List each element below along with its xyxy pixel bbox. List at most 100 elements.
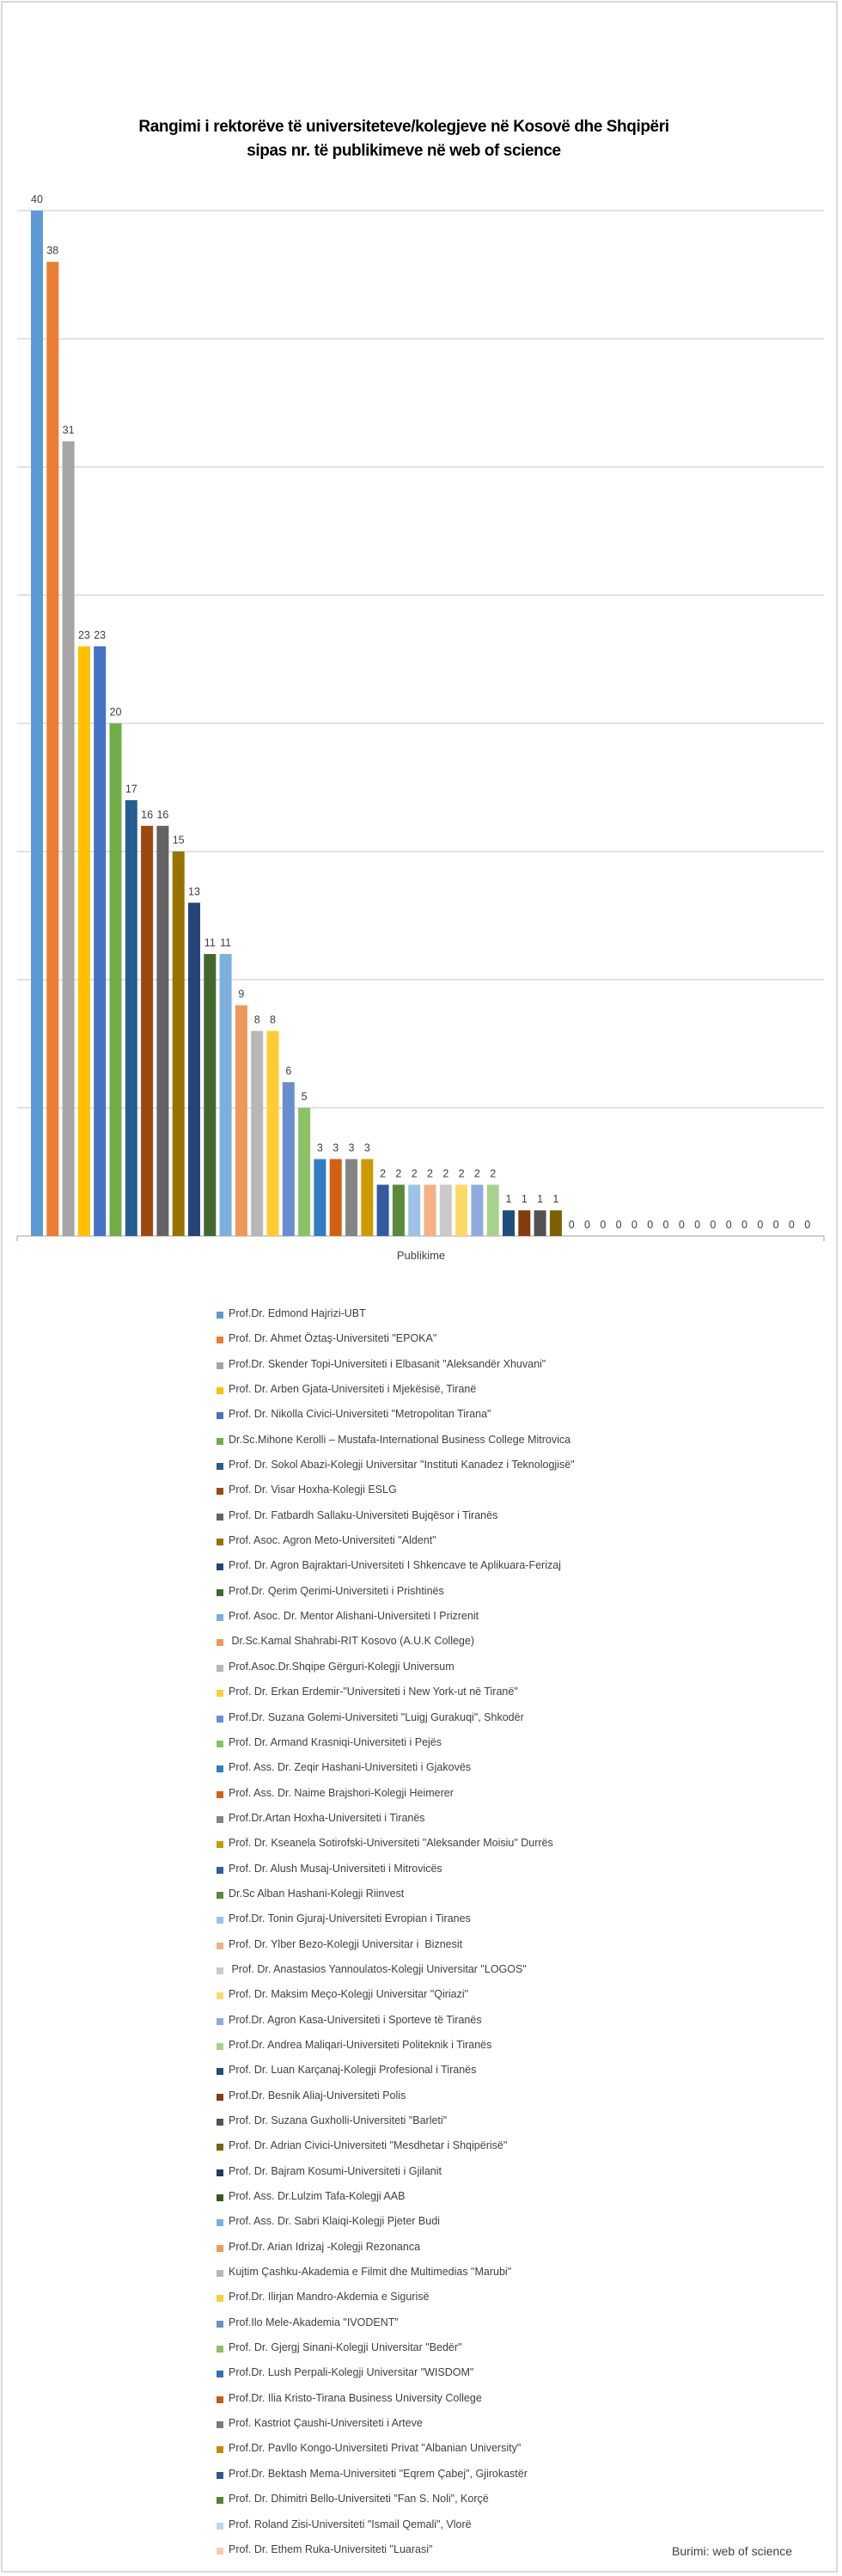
legend-item: Prof. Dr. Armand Krasniqi-Universiteti i… [217, 1736, 575, 1761]
bar [439, 1184, 452, 1236]
legend-item: Prof. Dr. Visar Hoxha-Kolegji ESLG [217, 1484, 575, 1508]
legend-label: Prof. Dr. Dhimitri Bello-Universiteti "F… [229, 2493, 489, 2506]
data-label: 20 [110, 707, 122, 719]
legend-label: Prof.Dr. Edmond Hajrizi-UBT [229, 1307, 366, 1319]
bar [376, 1184, 389, 1236]
bar [471, 1184, 484, 1236]
legend-swatch [217, 2042, 223, 2050]
data-label: 3 [364, 1142, 370, 1154]
legend-label: Prof.Dr. Lush Perpali-Kolegji Universita… [229, 2366, 474, 2379]
data-label: 0 [616, 1219, 622, 1231]
bar [172, 851, 185, 1236]
legend-label: Prof. Dr. Maksim Meço-Kolegji Universita… [229, 1988, 469, 2001]
legend-swatch [217, 1992, 223, 2000]
legend-label: Prof. Dr. Suzana Guxholli-Universiteti "… [229, 2114, 448, 2126]
data-label: 3 [317, 1142, 323, 1154]
legend-item: Prof. Dr. Maksim Meço-Kolegji Universita… [217, 1988, 575, 2013]
legend-swatch [217, 1715, 223, 1722]
legend-swatch [217, 1639, 223, 1647]
source-note: Burimi: web of science [672, 2544, 793, 2558]
bar [31, 211, 43, 1236]
legend-swatch [217, 2446, 223, 2454]
legend-item: Prof. Dr. Sokol Abazi-Kolegji Universita… [217, 1459, 575, 1484]
legend-swatch [217, 2395, 223, 2403]
data-label: 38 [46, 245, 58, 257]
data-label: 23 [78, 629, 90, 641]
legend-swatch [217, 2194, 223, 2202]
data-label: 2 [442, 1167, 448, 1179]
legend-swatch [217, 1815, 223, 1823]
legend-item: Prof.Dr. Andrea Maliqari-Universiteti Po… [217, 2039, 575, 2064]
legend-item: Prof. Asoc. Agron Meto-Universiteti "Ald… [217, 1534, 575, 1559]
legend-item: Prof. Dr. Fatbardh Sallaku-Universiteti … [217, 1509, 575, 1534]
legend-swatch [217, 2547, 223, 2555]
legend-label: Prof. Dr. Ethem Ruka-Universiteti "Luara… [229, 2542, 433, 2555]
data-label: 11 [220, 937, 231, 949]
legend-item: Prof. Dr. Agron Bajraktari-Universiteti … [217, 1559, 575, 1584]
legend-item: Prof. Kastriot Çaushi-Universiteti i Art… [217, 2417, 575, 2442]
data-label: 13 [188, 885, 200, 897]
bar [77, 646, 90, 1236]
legend-label: Prof.Dr. Arian Idrizaj -Kolegji Rezonanc… [229, 2240, 421, 2253]
legend-item: Prof. Dr. Luan Karçanaj-Kolegji Profesio… [217, 2064, 575, 2089]
data-label: 1 [552, 1193, 558, 1205]
data-label: 0 [569, 1219, 575, 1231]
data-label: 2 [490, 1167, 496, 1179]
legend-item: Prof.Dr. Ilirjan Mandro-Akdemia e Siguri… [217, 2291, 575, 2316]
legend-label: Prof. Ass. Dr. Naime Brajshori-Kolegji H… [229, 1786, 454, 1799]
data-label: 0 [694, 1219, 700, 1231]
data-label: 9 [238, 988, 244, 1000]
legend-label: Prof.Dr. Tonin Gjuraj-Universiteti Evrop… [229, 1912, 471, 1925]
legend-label: Prof.Dr. Besnik Aliaj-Universiteti Polis [229, 2089, 406, 2102]
data-label: 16 [141, 809, 153, 821]
legend-item: Prof. Ass. Dr. Zeqir Hashani-Universitet… [217, 1761, 575, 1786]
legend-swatch [217, 1412, 223, 1420]
legend-item: Prof.Dr. Suzana Golemi-Universiteti "Lui… [217, 1711, 575, 1736]
legend-swatch [217, 2244, 223, 2252]
bar [125, 799, 137, 1236]
legend-item: Prof.Dr.Artan Hoxha-Universiteti i Tiran… [217, 1812, 575, 1837]
legend-item: Prof. Dr. Alush Musaj-Universiteti i Mit… [217, 1863, 575, 1888]
legend-swatch [217, 2295, 223, 2303]
bar [298, 1107, 311, 1236]
legend-label: Prof.Dr. Bektash Mema-Universiteti "Eqre… [229, 2467, 528, 2480]
legend-item: Prof. Dr. Suzana Guxholli-Universiteti "… [217, 2114, 575, 2139]
data-label: 0 [600, 1219, 606, 1231]
legend-swatch [217, 1765, 223, 1773]
legend-label: Kujtim Çashku-Akademia e Filmit dhe Mult… [229, 2266, 512, 2279]
legend-item: Prof.Dr. Bektash Mema-Universiteti "Eqre… [217, 2468, 575, 2493]
legend-swatch [217, 2522, 223, 2530]
legend-swatch [217, 1387, 223, 1395]
legend-item: Prof.Dr. Ilia Kristo-Tirana Business Uni… [217, 2392, 575, 2417]
legend-label: Prof.Dr. Agron Kasa-Universiteti i Sport… [229, 2013, 482, 2026]
legend-label: Prof.Dr. Suzana Golemi-Universiteti "Lui… [229, 1710, 524, 1723]
legend-item: Prof.Dr. Agron Kasa-Universiteti i Sport… [217, 2014, 575, 2039]
legend-item: Prof. Dr. Ylber Bezo-Kolegji Universitar… [217, 1938, 575, 1963]
legend-label: Prof. Dr. Fatbardh Sallaku-Universiteti … [229, 1508, 498, 1521]
legend-swatch [217, 1337, 223, 1344]
data-label: 2 [459, 1167, 465, 1179]
chart-title: Rangimi i rektorëve të universiteteve/ko… [138, 118, 669, 136]
legend-label: Dr.Sc.Kamal Shahrabi-RIT Kosovo (A.U.K C… [229, 1635, 474, 1648]
data-label: 0 [789, 1219, 795, 1231]
legend-item: Prof.Dr. Tonin Gjuraj-Universiteti Evrop… [217, 1912, 575, 1937]
legend-swatch [217, 2270, 223, 2278]
data-label: 8 [270, 1013, 276, 1025]
legend-swatch [217, 2119, 223, 2126]
bar [204, 953, 217, 1236]
legend-item: Prof. Dr. Kseanela Sotirofski-Universite… [217, 1837, 575, 1862]
data-label: 15 [173, 835, 185, 847]
data-label: 0 [584, 1219, 590, 1231]
data-label: 0 [804, 1219, 810, 1231]
legend-label: Prof. Ass. Dr.Lulzim Tafa-Kolegji AAB [229, 2190, 406, 2203]
legend-swatch [217, 1841, 223, 1849]
legend-swatch [217, 1539, 223, 1546]
legend-item: Prof. Dr. Arben Gjata-Universiteti i Mje… [217, 1383, 575, 1408]
bar [518, 1210, 531, 1236]
legend-item: Prof. Dr. Erkan Erdemir-"Universiteti i … [217, 1686, 575, 1710]
legend-label: Prof. Dr. Sokol Abazi-Kolegji Universita… [229, 1459, 575, 1472]
legend-swatch [217, 1463, 223, 1471]
